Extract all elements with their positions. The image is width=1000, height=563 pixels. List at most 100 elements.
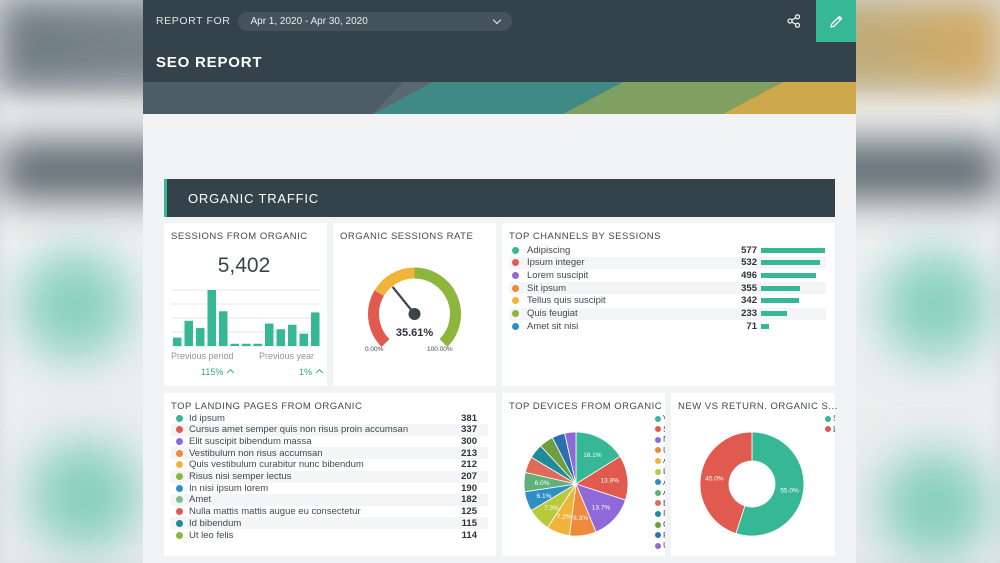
- legend-dot: [655, 426, 661, 433]
- legend-label: S: [663, 424, 665, 434]
- legend-dot: [655, 532, 661, 539]
- channel-bar: [761, 298, 799, 304]
- channel-bar: [761, 311, 787, 316]
- landing-page-value: 381: [461, 412, 477, 424]
- sessions-from-organic-card: SESSIONS FROM ORGANIC 5,402 Previous per…: [164, 223, 327, 386]
- new-vs-returning-card: NEW VS RETURN. ORGANIC S... 55.0% 45.0% S…: [671, 393, 838, 556]
- legend-dot: [655, 542, 661, 549]
- share-button[interactable]: [779, 0, 809, 42]
- landing-page-label: Nulla mattis mattis augue eu consectetur: [189, 506, 361, 518]
- legend-label: U: [663, 540, 665, 550]
- legend-label: V: [663, 413, 665, 423]
- landing-page-row[interactable]: Id bibendum 115: [171, 517, 488, 530]
- edit-button[interactable]: [816, 0, 856, 42]
- landing-page-value: 182: [461, 494, 477, 506]
- legend-dot: [512, 310, 519, 317]
- legend-dot: [512, 259, 519, 267]
- previous-period-label: Previous period: [171, 351, 234, 361]
- card-title: TOP DEVICES FROM ORGANIC: [509, 401, 663, 412]
- landing-page-row[interactable]: Nulla mattis mattis augue eu consectetur…: [171, 506, 488, 518]
- legend-item: F: [655, 530, 665, 540]
- gauge-max-label: 100.00%: [427, 346, 453, 353]
- devices-slice: [564, 431, 577, 485]
- devices-slice: [575, 431, 621, 485]
- arrow-up-icon: [227, 368, 235, 377]
- date-range-select[interactable]: Apr 1, 2020 - Apr 30, 2020: [238, 11, 513, 31]
- landing-page-label: Quis vestibulum curabitur nunc bibendum: [189, 459, 364, 471]
- nvr-slice-label: 55.0%: [780, 487, 799, 494]
- landing-page-row[interactable]: Quis vestibulum curabitur nunc bibendum 2…: [171, 459, 488, 471]
- previous-year-label: Previous year: [259, 351, 315, 361]
- channel-row: Lorem suscipit 496: [509, 269, 826, 281]
- landing-page-row[interactable]: Risus nisi semper lectus 207: [171, 470, 488, 483]
- legend-label: L: [663, 466, 665, 476]
- legend-item: N: [655, 434, 665, 444]
- legend-item: A: [655, 477, 665, 487]
- legend-label: A: [663, 455, 665, 465]
- card-title: TOP LANDING PAGES FROM ORGANIC: [171, 401, 363, 412]
- devices-slice-label: 7.2%: [557, 513, 572, 520]
- legend-dot: [512, 297, 519, 305]
- backdrop-blob: [20, 250, 130, 360]
- landing-page-value: 190: [461, 482, 477, 494]
- nvr-slice-label: 45.0%: [705, 476, 724, 483]
- nvr-slice: [699, 431, 753, 534]
- top-bar: REPORT FOR Apr 1, 2020 - Apr 30, 2020: [143, 0, 856, 42]
- legend-dot: [655, 436, 661, 443]
- legend-dot: [825, 426, 831, 433]
- devices-legend: VSNUALAAEICFU: [655, 413, 665, 553]
- legend-dot: [655, 510, 661, 517]
- hero-decoration: [143, 82, 856, 114]
- session-bar: [311, 312, 320, 346]
- section-header: ORGANIC TRAFFIC: [164, 179, 835, 217]
- previous-period-value: 115%: [201, 367, 224, 377]
- legend-item: U: [655, 540, 665, 550]
- legend-label: L: [833, 424, 835, 434]
- landing-page-row[interactable]: Id ipsum 381: [171, 412, 488, 424]
- channel-bar: [761, 323, 769, 329]
- legend-dot: [655, 479, 661, 486]
- legend-dot: [655, 457, 661, 464]
- channel-row: Adipiscing 577: [509, 244, 826, 256]
- card-title: ORGANIC SESSIONS RATE: [340, 231, 474, 242]
- channel-row: Tellus quis suscipit 342: [509, 295, 826, 307]
- legend-label: E: [663, 498, 665, 508]
- landing-page-value: 300: [461, 435, 477, 447]
- landing-page-row[interactable]: In nisi ipsum lorem 190: [171, 482, 488, 494]
- landing-page-value: 114: [461, 529, 477, 541]
- landing-page-row[interactable]: Cursus amet semper quis non risus proin …: [171, 423, 488, 436]
- gauge-hub: [408, 308, 421, 320]
- card-title: SESSIONS FROM ORGANIC: [171, 231, 308, 242]
- legend-dot: [176, 449, 183, 457]
- legend-dot: [176, 496, 183, 504]
- channel-value: 577: [741, 244, 757, 256]
- legend-dot: [655, 415, 661, 422]
- channel-bar: [761, 247, 825, 253]
- landing-page-row[interactable]: Ut leo felis 114: [171, 529, 488, 541]
- landing-page-value: 115: [461, 517, 477, 529]
- landing-page-row[interactable]: Amet 182: [171, 493, 488, 506]
- session-bar: [299, 333, 308, 346]
- report-hero: SEO REPORT: [143, 42, 856, 114]
- landing-page-row[interactable]: Vestibulum non risus accumsan 213: [171, 447, 488, 460]
- legend-dot: [825, 415, 831, 422]
- legend-item: L: [825, 424, 835, 434]
- session-bar: [253, 343, 262, 346]
- dashboard-page: REPORT FOR Apr 1, 2020 - Apr 30, 2020 SE…: [143, 0, 856, 563]
- legend-item: S: [825, 413, 835, 423]
- gauge-value: 35.61%: [395, 327, 434, 339]
- arrow-up-icon: [315, 368, 324, 377]
- legend-item: L: [655, 466, 665, 476]
- backdrop-blob: [30, 440, 140, 550]
- gauge-segment-low: [368, 290, 390, 347]
- legend-dot: [176, 519, 183, 527]
- devices-slice-label: 6.0%: [535, 480, 550, 487]
- channel-value: 233: [741, 308, 757, 319]
- card-title: NEW VS RETURN. ORGANIC S...: [678, 401, 838, 412]
- landing-page-row[interactable]: Elit suscipit bibendum massa 300: [171, 435, 488, 447]
- share-icon: [787, 14, 801, 28]
- session-bar: [173, 337, 182, 346]
- devices-slice-label: 6.1%: [537, 493, 552, 500]
- channel-label: Sit ipsum: [527, 282, 567, 294]
- channel-label: Adipiscing: [527, 244, 571, 256]
